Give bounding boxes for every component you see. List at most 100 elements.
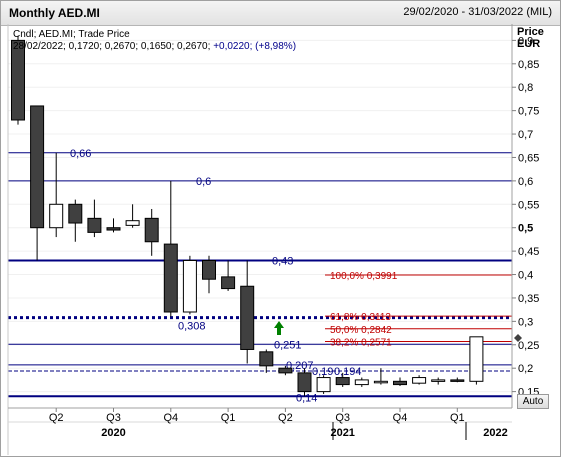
fib-label: 50,0% 0,2842 [330, 325, 392, 336]
fib-label: 61,8% 0,3113 [330, 312, 391, 323]
x-year-label: 2020 [101, 427, 125, 439]
legend-change: +0,0220; (+8,98%) [213, 41, 296, 52]
y-tick-label: 0,45 [518, 246, 539, 258]
y-tick-label: 0,9 [518, 35, 533, 47]
legend-line-1: Cndl; AED.MI; Trade Price [13, 29, 130, 40]
candle-body [106, 227, 121, 231]
candle [221, 260, 236, 291]
level-label: 0,43 [272, 255, 293, 267]
x-quarter-label: Q4 [393, 412, 408, 424]
axes [7, 24, 513, 455]
candle-body [68, 203, 83, 224]
y-tick-label: 0,5 [518, 223, 533, 235]
candle-body [316, 377, 331, 393]
candle [297, 368, 312, 397]
candle-body [393, 380, 407, 386]
candle [259, 349, 274, 373]
y-tick-label: 0,3 [518, 316, 533, 328]
candle [30, 105, 45, 261]
x-axis-labels: Q2 Q3 Q4 Q1 Q2 Q3 Q4 Q1 2020 2021 2022 [49, 408, 508, 439]
level-label: 0,194 [334, 366, 362, 378]
candle-body [202, 259, 216, 280]
x-quarter-label: Q1 [221, 412, 236, 424]
chart-title: Monthly AED.MI [9, 6, 100, 20]
candle [125, 204, 140, 228]
candle [335, 372, 350, 387]
candle-body [278, 367, 293, 374]
y-tick-label: 0,7 [518, 129, 533, 141]
y-tick-label: 0,8 [518, 82, 533, 94]
auto-scale-button[interactable]: Auto [517, 394, 549, 409]
x-quarter-label: Q1 [450, 412, 465, 424]
candle-body [221, 276, 236, 290]
legend-values: 28/02/2022; 0,1720; 0,2670; 0,1650; 0,26… [13, 41, 213, 52]
candle-body [240, 285, 255, 350]
up-arrow-icon [274, 321, 284, 335]
x-quarter-label: Q2 [49, 412, 64, 424]
x-year-label: 2021 [330, 427, 354, 439]
candle [68, 199, 83, 242]
x-year-label: 2022 [483, 427, 507, 439]
fib-label: 100,0% 0,3991 [330, 271, 398, 282]
y-tick-label: 0,65 [518, 152, 539, 164]
candle [49, 152, 64, 238]
candle-body [259, 351, 274, 367]
candle-body [297, 372, 312, 393]
candle-body [469, 336, 484, 382]
fibonacci-levels: 100,0% 0,3991 61,8% 0,3113 50,0% 0,284238,… [325, 271, 512, 348]
level-label: 0,251 [274, 339, 302, 351]
candle-body [373, 380, 388, 384]
candle [316, 375, 331, 394]
candle-body [49, 203, 64, 229]
candle [182, 255, 197, 315]
candle [354, 377, 369, 387]
candle [412, 375, 427, 385]
grid-layer [8, 39, 512, 393]
legend-box: Cndl; AED.MI; Trade Price 28/02/2022; 0,… [13, 26, 544, 52]
level-label: 0,14 [296, 392, 317, 404]
candle-body [412, 377, 427, 384]
candle [11, 35, 25, 125]
candle-body [163, 243, 178, 313]
candle-body [11, 39, 25, 121]
candle [144, 208, 159, 256]
fib-label: 38,2% 0,2571 [330, 337, 392, 348]
candle [202, 255, 216, 294]
candle [87, 199, 102, 238]
level-label: 0,6 [196, 176, 211, 188]
candle-body [125, 220, 140, 226]
level-label: 0,66 [70, 148, 91, 160]
level-label: 0,308 [178, 321, 206, 333]
candle-body [182, 259, 197, 313]
annotations [274, 321, 522, 342]
axis-unit: EUR [517, 38, 540, 50]
x-quarter-label: Q3 [106, 412, 121, 424]
x-quarter-label: Q4 [163, 412, 178, 424]
y-tick-label: 0,85 [518, 59, 539, 71]
y-tick-label: 0,25 [518, 340, 539, 352]
x-quarter-label: Q3 [335, 412, 350, 424]
candle [163, 180, 178, 317]
y-axis-ticks: 0,9 0,85 0,8 0,75 0,7 0,65 0,6 0,55 0,5 0,45 0,4 0,… [512, 35, 539, 399]
x-quarter-label: Q2 [278, 412, 293, 424]
legend-line-2: 28/02/2022; 0,1720; 0,2670; 0,1650; 0,26… [13, 41, 296, 52]
y-tick-label: 0,2 [518, 363, 533, 375]
candle-body [87, 217, 102, 233]
candle [278, 365, 293, 376]
y-tick-label: 0,35 [518, 293, 539, 305]
y-tick-label: 0,6 [518, 176, 533, 188]
candle-body [450, 379, 465, 382]
title-bar: Monthly AED.MI 29/02/2020 - 31/03/2022 (… [1, 1, 560, 26]
candle [469, 336, 484, 385]
candle-body [354, 379, 369, 386]
candle [450, 377, 465, 383]
candle [106, 218, 121, 233]
candle [373, 368, 388, 385]
candle-body [144, 217, 159, 243]
candle-body [30, 105, 45, 229]
y-tick-label: 0,55 [518, 199, 539, 211]
candle [240, 260, 255, 364]
axis-title: Price [517, 26, 544, 38]
y-tick-label: 0,4 [518, 270, 533, 282]
